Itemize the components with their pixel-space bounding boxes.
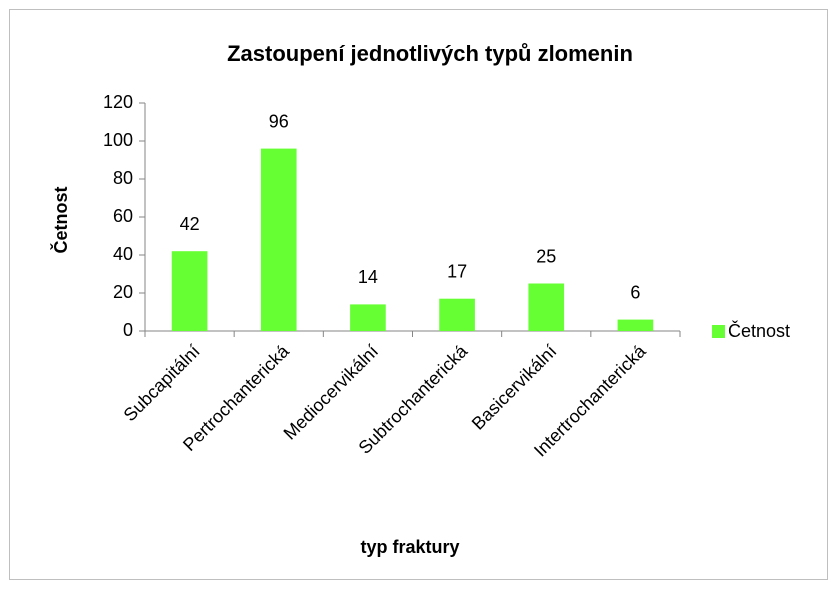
- y-tick-label: 40: [113, 244, 133, 264]
- data-label: 25: [536, 246, 556, 266]
- data-label: 96: [269, 111, 289, 131]
- bar: [171, 251, 208, 331]
- chart-title: Zastoupení jednotlivých typů zlomenin: [227, 41, 633, 66]
- data-label: 6: [630, 282, 640, 302]
- y-axis-title: Četnost: [50, 186, 71, 253]
- bar: [439, 298, 475, 331]
- legend-label: Četnost: [728, 320, 790, 341]
- chart-frame: [9, 9, 828, 580]
- data-label: 14: [358, 267, 378, 287]
- y-tick-label: 100: [103, 130, 133, 150]
- y-tick-label: 0: [123, 320, 133, 340]
- y-tick-label: 20: [113, 282, 133, 302]
- y-tick-label: 80: [113, 168, 133, 188]
- y-tick-label: 120: [103, 92, 133, 112]
- y-tick-label: 60: [113, 206, 133, 226]
- x-axis-title: typ fraktury: [360, 537, 459, 557]
- bar: [350, 304, 386, 331]
- bar: [617, 319, 654, 331]
- legend-swatch: [712, 325, 725, 338]
- bar: [528, 283, 565, 331]
- bar: [260, 148, 297, 331]
- data-label: 42: [180, 214, 200, 234]
- data-label: 17: [447, 261, 467, 281]
